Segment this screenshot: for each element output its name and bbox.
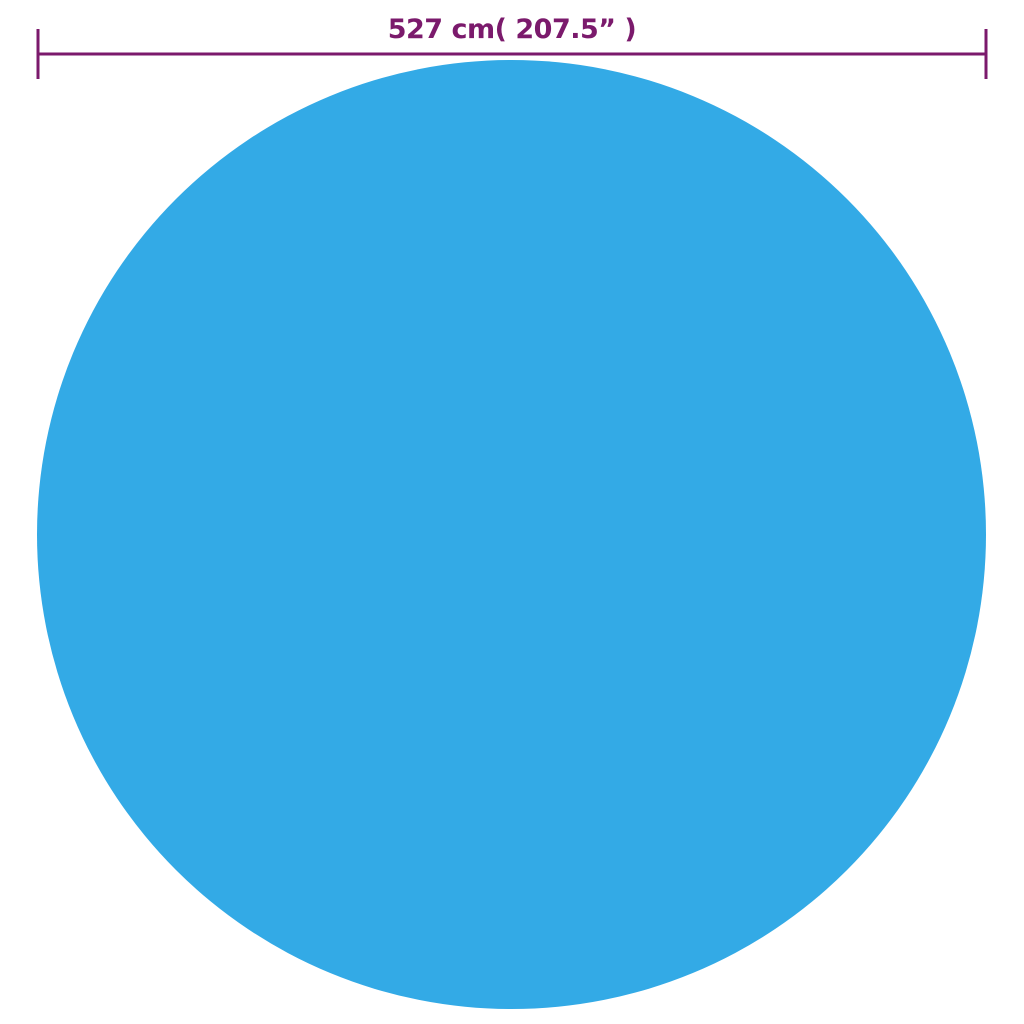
pool-cover-circle xyxy=(37,60,986,1009)
dimension-label: 527 cm( 207.5” ) xyxy=(387,14,637,45)
